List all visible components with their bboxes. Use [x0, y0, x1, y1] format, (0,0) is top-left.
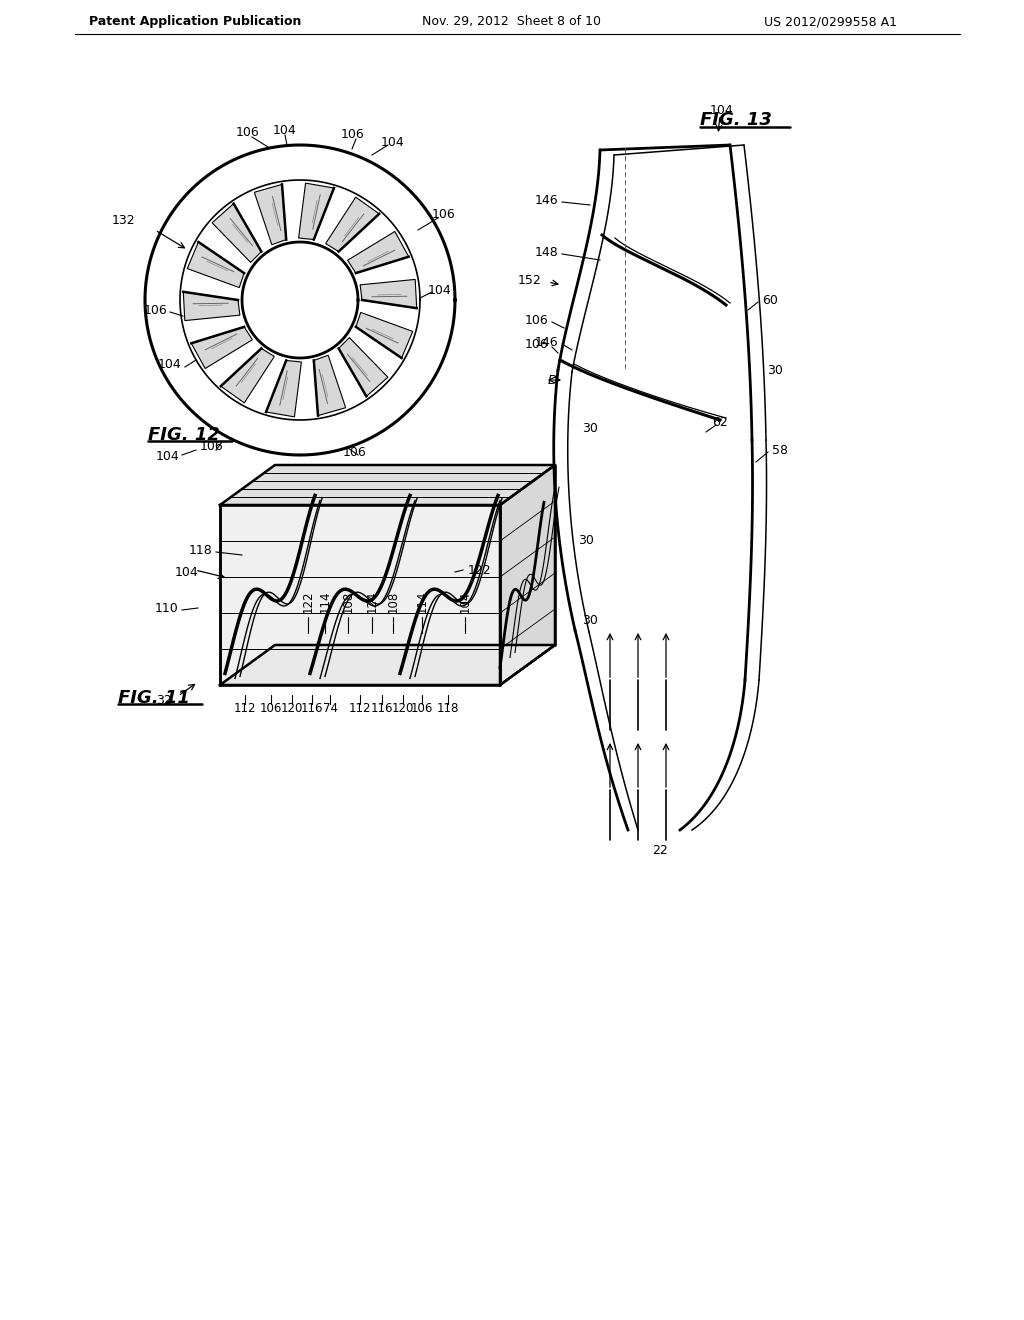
Polygon shape — [191, 327, 252, 368]
Text: 106: 106 — [200, 441, 224, 454]
Text: 104: 104 — [459, 590, 471, 612]
Polygon shape — [313, 355, 346, 416]
Polygon shape — [220, 506, 500, 685]
Polygon shape — [220, 645, 555, 685]
Polygon shape — [347, 231, 409, 273]
Text: 104: 104 — [158, 359, 182, 371]
Text: 106: 106 — [524, 338, 548, 351]
Text: 118: 118 — [188, 544, 212, 557]
Text: 114: 114 — [318, 590, 332, 612]
Text: 60: 60 — [762, 293, 778, 306]
Polygon shape — [212, 203, 261, 263]
Text: 106: 106 — [237, 127, 260, 140]
Polygon shape — [356, 313, 413, 358]
Text: US 2012/0299558 A1: US 2012/0299558 A1 — [764, 16, 896, 29]
Text: 108: 108 — [341, 591, 354, 612]
Text: 106: 106 — [341, 128, 365, 141]
Text: 124: 124 — [366, 590, 379, 612]
Text: 106: 106 — [343, 446, 367, 458]
Text: 148: 148 — [535, 246, 558, 259]
Text: 104: 104 — [156, 450, 180, 463]
Polygon shape — [221, 348, 274, 403]
Text: 122: 122 — [468, 564, 492, 577]
Polygon shape — [187, 242, 244, 288]
Text: 118: 118 — [437, 702, 459, 715]
Polygon shape — [299, 183, 334, 239]
Text: 120: 120 — [392, 702, 414, 715]
Text: 108: 108 — [386, 591, 399, 612]
Circle shape — [242, 242, 358, 358]
Text: 58: 58 — [772, 444, 788, 457]
Text: 106: 106 — [411, 702, 433, 715]
Text: 116: 116 — [371, 702, 393, 715]
Text: 106: 106 — [144, 304, 168, 317]
Text: 104: 104 — [381, 136, 404, 149]
Text: 112: 112 — [349, 702, 372, 715]
Text: 152: 152 — [518, 273, 542, 286]
Polygon shape — [183, 292, 240, 321]
Text: Patent Application Publication: Patent Application Publication — [89, 16, 301, 29]
Text: 104: 104 — [428, 284, 452, 297]
Text: 104: 104 — [174, 565, 198, 578]
Text: 74: 74 — [323, 702, 338, 715]
Text: 116: 116 — [301, 702, 324, 715]
Text: 106: 106 — [260, 702, 283, 715]
Text: 22: 22 — [652, 843, 668, 857]
Text: 110: 110 — [155, 602, 178, 615]
Polygon shape — [500, 465, 555, 685]
Text: 30: 30 — [767, 363, 783, 376]
Text: Nov. 29, 2012  Sheet 8 of 10: Nov. 29, 2012 Sheet 8 of 10 — [423, 16, 601, 29]
Text: 106: 106 — [524, 314, 548, 326]
Polygon shape — [360, 280, 417, 308]
Text: 132: 132 — [112, 214, 135, 227]
Text: 112: 112 — [233, 702, 256, 715]
Text: 32: 32 — [157, 693, 172, 706]
Text: 104: 104 — [273, 124, 297, 136]
Text: 106: 106 — [432, 209, 456, 222]
Text: 62: 62 — [712, 416, 728, 429]
Text: D: D — [547, 374, 557, 387]
Text: 114: 114 — [416, 590, 428, 612]
Polygon shape — [339, 338, 388, 396]
Text: 30: 30 — [582, 421, 598, 434]
Text: 120: 120 — [281, 702, 303, 715]
Polygon shape — [220, 465, 555, 506]
Text: 146: 146 — [535, 335, 558, 348]
Text: 30: 30 — [582, 614, 598, 627]
Text: FIG. 11: FIG. 11 — [118, 689, 189, 708]
Text: FIG. 12: FIG. 12 — [148, 426, 220, 444]
Text: 122: 122 — [301, 590, 314, 612]
Text: 104: 104 — [710, 103, 734, 116]
Polygon shape — [254, 185, 286, 244]
Polygon shape — [326, 197, 379, 252]
Text: 146: 146 — [535, 194, 558, 206]
Polygon shape — [266, 360, 301, 417]
Text: FIG. 13: FIG. 13 — [700, 111, 772, 129]
Text: 30: 30 — [579, 533, 594, 546]
